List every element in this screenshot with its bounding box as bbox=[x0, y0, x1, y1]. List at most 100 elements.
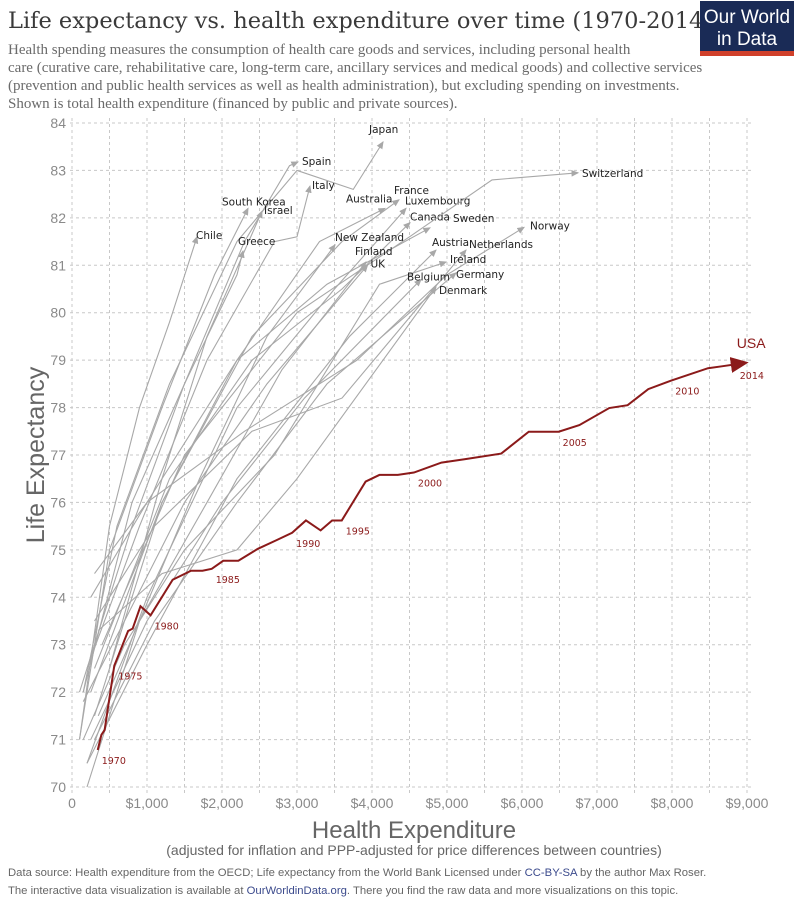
usa-label: USA bbox=[737, 335, 766, 351]
country-label: Canada bbox=[410, 212, 450, 224]
x-tick-label: $6,000 bbox=[501, 795, 544, 811]
country-label: South Korea bbox=[222, 196, 286, 208]
country-line-chile bbox=[78, 235, 199, 740]
subtitle-line: (prevention and public health services a… bbox=[8, 78, 680, 94]
y-tick-label: 73 bbox=[50, 637, 66, 653]
logo-text: in Data bbox=[717, 29, 778, 50]
year-label: 1990 bbox=[296, 539, 320, 550]
owid-link[interactable]: OurWorldinData.org bbox=[247, 885, 347, 897]
x-tick-label: $2,000 bbox=[201, 795, 244, 811]
owid-logo[interactable]: Our World in Data bbox=[700, 1, 794, 56]
country-line-austria bbox=[86, 249, 437, 764]
country-label: Ireland bbox=[450, 254, 486, 266]
country-line-greece bbox=[82, 249, 245, 693]
footer-info: The interactive data visualization is av… bbox=[8, 885, 678, 897]
country-label: Netherlands bbox=[469, 239, 533, 251]
country-line-canada bbox=[93, 221, 411, 669]
country-label: Denmark bbox=[439, 285, 488, 297]
year-label: 2005 bbox=[563, 438, 587, 449]
y-tick-label: 74 bbox=[50, 589, 66, 605]
x-axis-title: Health Expenditure bbox=[312, 817, 516, 844]
x-tick-label: $5,000 bbox=[426, 795, 469, 811]
country-line-sweden bbox=[94, 227, 431, 574]
year-label: 1995 bbox=[346, 526, 370, 537]
y-axis-ticks: 70 71 72 73 74 75 76 77 78 79 80 81 82 83 84 bbox=[50, 115, 66, 795]
y-tick-label: 76 bbox=[50, 494, 66, 510]
y-tick-label: 72 bbox=[50, 684, 66, 700]
x-axis-ticks: 0 $1,000 $2,000 $3,000 $4,000 $5,000 $6,000 $7,… bbox=[68, 795, 769, 811]
country-label: Greece bbox=[238, 236, 275, 248]
chart-title: Life expectancy vs. health expenditure o… bbox=[8, 8, 712, 34]
y-axis-title: Life Expectancy bbox=[22, 366, 50, 543]
year-label: 2014 bbox=[740, 371, 764, 382]
country-line-uk bbox=[82, 264, 369, 702]
country-line-spain bbox=[78, 161, 299, 693]
y-tick-label: 83 bbox=[50, 162, 66, 178]
subtitle-line: Health spending measures the consumption… bbox=[8, 42, 631, 58]
country-line-ireland bbox=[82, 260, 448, 740]
country-line-new-zealand bbox=[97, 244, 336, 717]
country-line-switzerland bbox=[101, 170, 580, 645]
country-line-netherlands bbox=[94, 249, 467, 622]
usa-line bbox=[96, 357, 749, 751]
country-line-denmark bbox=[97, 286, 437, 631]
x-tick-label: $1,000 bbox=[126, 795, 169, 811]
usa-series: USA 1970 1975 1980 1985 1990 1995 2000 2005 2010 2… bbox=[96, 335, 766, 767]
license-link[interactable]: CC-BY-SA bbox=[525, 867, 578, 879]
x-tick-label: $8,000 bbox=[651, 795, 694, 811]
country-label: Germany bbox=[456, 269, 504, 281]
y-tick-label: 82 bbox=[50, 210, 66, 226]
footer-source: Data source: Health expenditure from the… bbox=[8, 867, 706, 879]
country-label: New Zealand bbox=[335, 232, 404, 244]
country-label: Austria bbox=[432, 237, 469, 249]
year-label: 1970 bbox=[102, 756, 126, 767]
country-line-italy bbox=[86, 185, 312, 669]
year-label: 1980 bbox=[155, 621, 179, 632]
country-line-germany bbox=[94, 272, 457, 740]
y-tick-label: 80 bbox=[50, 305, 66, 321]
country-label: Switzerland bbox=[582, 168, 643, 180]
country-label: Australia bbox=[346, 193, 392, 205]
x-tick-label: $9,000 bbox=[726, 795, 769, 811]
y-tick-label: 71 bbox=[50, 732, 66, 748]
country-line-france bbox=[90, 199, 400, 693]
year-label: 1985 bbox=[216, 575, 240, 586]
subtitle: Health spending measures the consumption… bbox=[8, 42, 702, 112]
x-axis-subtitle: (adjusted for inflation and PPP-adjusted… bbox=[166, 842, 661, 858]
y-tick-label: 70 bbox=[50, 779, 66, 795]
y-tick-label: 75 bbox=[50, 542, 66, 558]
country-label: Chile bbox=[196, 230, 222, 242]
x-tick-label: 0 bbox=[68, 795, 76, 811]
country-line-luxembourg bbox=[86, 207, 407, 764]
y-tick-label: 78 bbox=[50, 400, 66, 416]
x-tick-label: $4,000 bbox=[351, 795, 394, 811]
subtitle-line: Shown is total health expenditure (finan… bbox=[8, 96, 457, 112]
country-line-finland bbox=[86, 261, 367, 788]
country-label: Finland bbox=[355, 246, 393, 258]
country-label: Israel bbox=[264, 205, 293, 217]
logo-text: Our World bbox=[704, 7, 790, 28]
y-tick-label: 84 bbox=[50, 115, 66, 131]
country-label: France bbox=[394, 185, 429, 197]
country-line-japan bbox=[82, 141, 384, 693]
y-tick-label: 77 bbox=[50, 447, 66, 463]
country-line-norway bbox=[90, 226, 525, 598]
country-label: Spain bbox=[302, 156, 331, 168]
subtitle-line: care (curative care, rehabilitative care… bbox=[8, 60, 702, 76]
country-label: Italy bbox=[312, 180, 335, 192]
country-label: UK bbox=[371, 258, 387, 270]
year-label: 2000 bbox=[418, 479, 442, 490]
y-tick-label: 81 bbox=[50, 257, 66, 273]
year-label: 1975 bbox=[118, 672, 142, 683]
x-tick-label: $7,000 bbox=[576, 795, 619, 811]
x-tick-label: $3,000 bbox=[276, 795, 319, 811]
country-label: Japan bbox=[368, 124, 398, 136]
country-label: Luxembourg bbox=[405, 195, 470, 207]
country-label: Norway bbox=[530, 220, 570, 232]
country-line-belgium bbox=[90, 278, 422, 740]
y-tick-label: 79 bbox=[50, 352, 66, 368]
year-label: 2010 bbox=[675, 387, 699, 398]
country-label: Sweden bbox=[453, 213, 495, 225]
